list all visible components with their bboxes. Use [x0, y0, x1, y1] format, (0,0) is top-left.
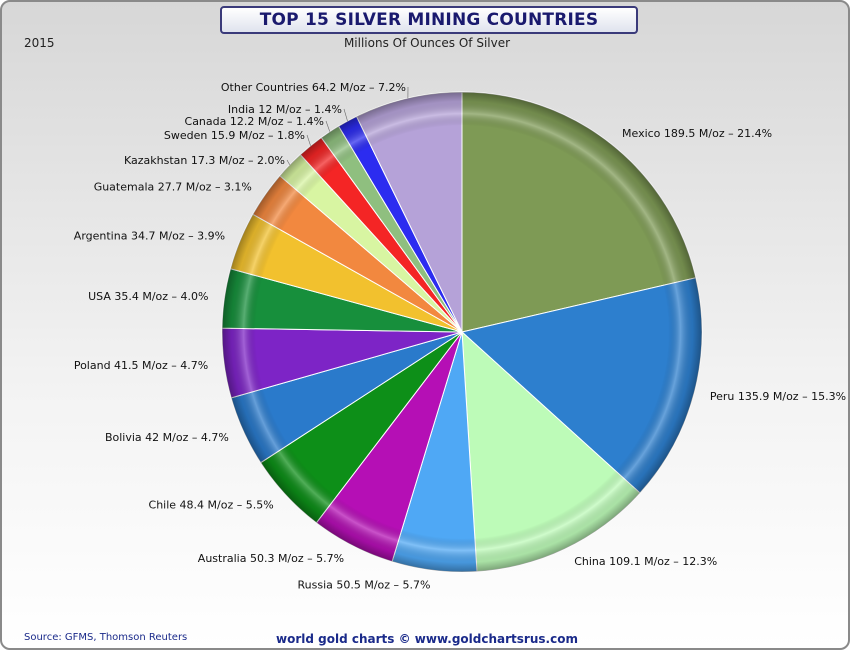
pie-slices — [221, 91, 703, 573]
leader-india — [343, 108, 348, 122]
label-chile: Chile 48.4 M/oz – 5.5% — [149, 499, 274, 512]
slice-labels: Mexico 189.5 M/oz – 21.4% Peru 135.9 M/oz… — [74, 81, 846, 591]
chart-subtitle: Millions Of Ounces Of Silver — [343, 36, 511, 50]
label-guatemala: Guatemala 27.7 M/oz – 3.1% — [94, 180, 252, 193]
label-china: China 109.1 M/oz – 12.3% — [574, 555, 717, 568]
label-poland: Poland 41.5 M/oz – 4.7% — [74, 359, 208, 372]
year-label: 2015 — [24, 36, 55, 50]
label-australia: Australia 50.3 M/oz – 5.7% — [198, 552, 344, 565]
leader-sweden — [306, 134, 311, 146]
label-sweden: Sweden 15.9 M/oz – 1.8% — [164, 129, 305, 142]
leader-lines — [286, 86, 409, 166]
label-russia: Russia 50.5 M/oz – 5.7% — [297, 578, 430, 591]
label-bolivia: Bolivia 42 M/oz – 4.7% — [105, 431, 229, 444]
chart-title: TOP 15 SILVER MINING COUNTRIES — [259, 10, 599, 30]
leader-kazakhstan — [286, 159, 291, 166]
label-argentina: Argentina 34.7 M/oz – 3.9% — [74, 230, 225, 243]
title-bar: TOP 15 SILVER MINING COUNTRIES — [220, 6, 638, 34]
source-note: Source: GFMS, Thomson Reuters — [24, 632, 188, 643]
footer-credit: world gold charts © www.goldchartsrus.co… — [276, 632, 578, 646]
label-canada: Canada 12.2 M/oz – 1.4% — [185, 115, 324, 128]
label-usa: USA 35.4 M/oz – 4.0% — [88, 290, 208, 303]
label-other-countries: Other Countries 64.2 M/oz – 7.2% — [221, 81, 406, 94]
leader-canada — [325, 120, 331, 132]
label-kazakhstan: Kazakhstan 17.3 M/oz – 2.0% — [124, 154, 285, 167]
label-peru: Peru 135.9 M/oz – 15.3% — [710, 390, 846, 403]
label-mexico: Mexico 189.5 M/oz – 21.4% — [622, 127, 772, 140]
label-india: India 12 M/oz – 1.4% — [228, 103, 342, 116]
